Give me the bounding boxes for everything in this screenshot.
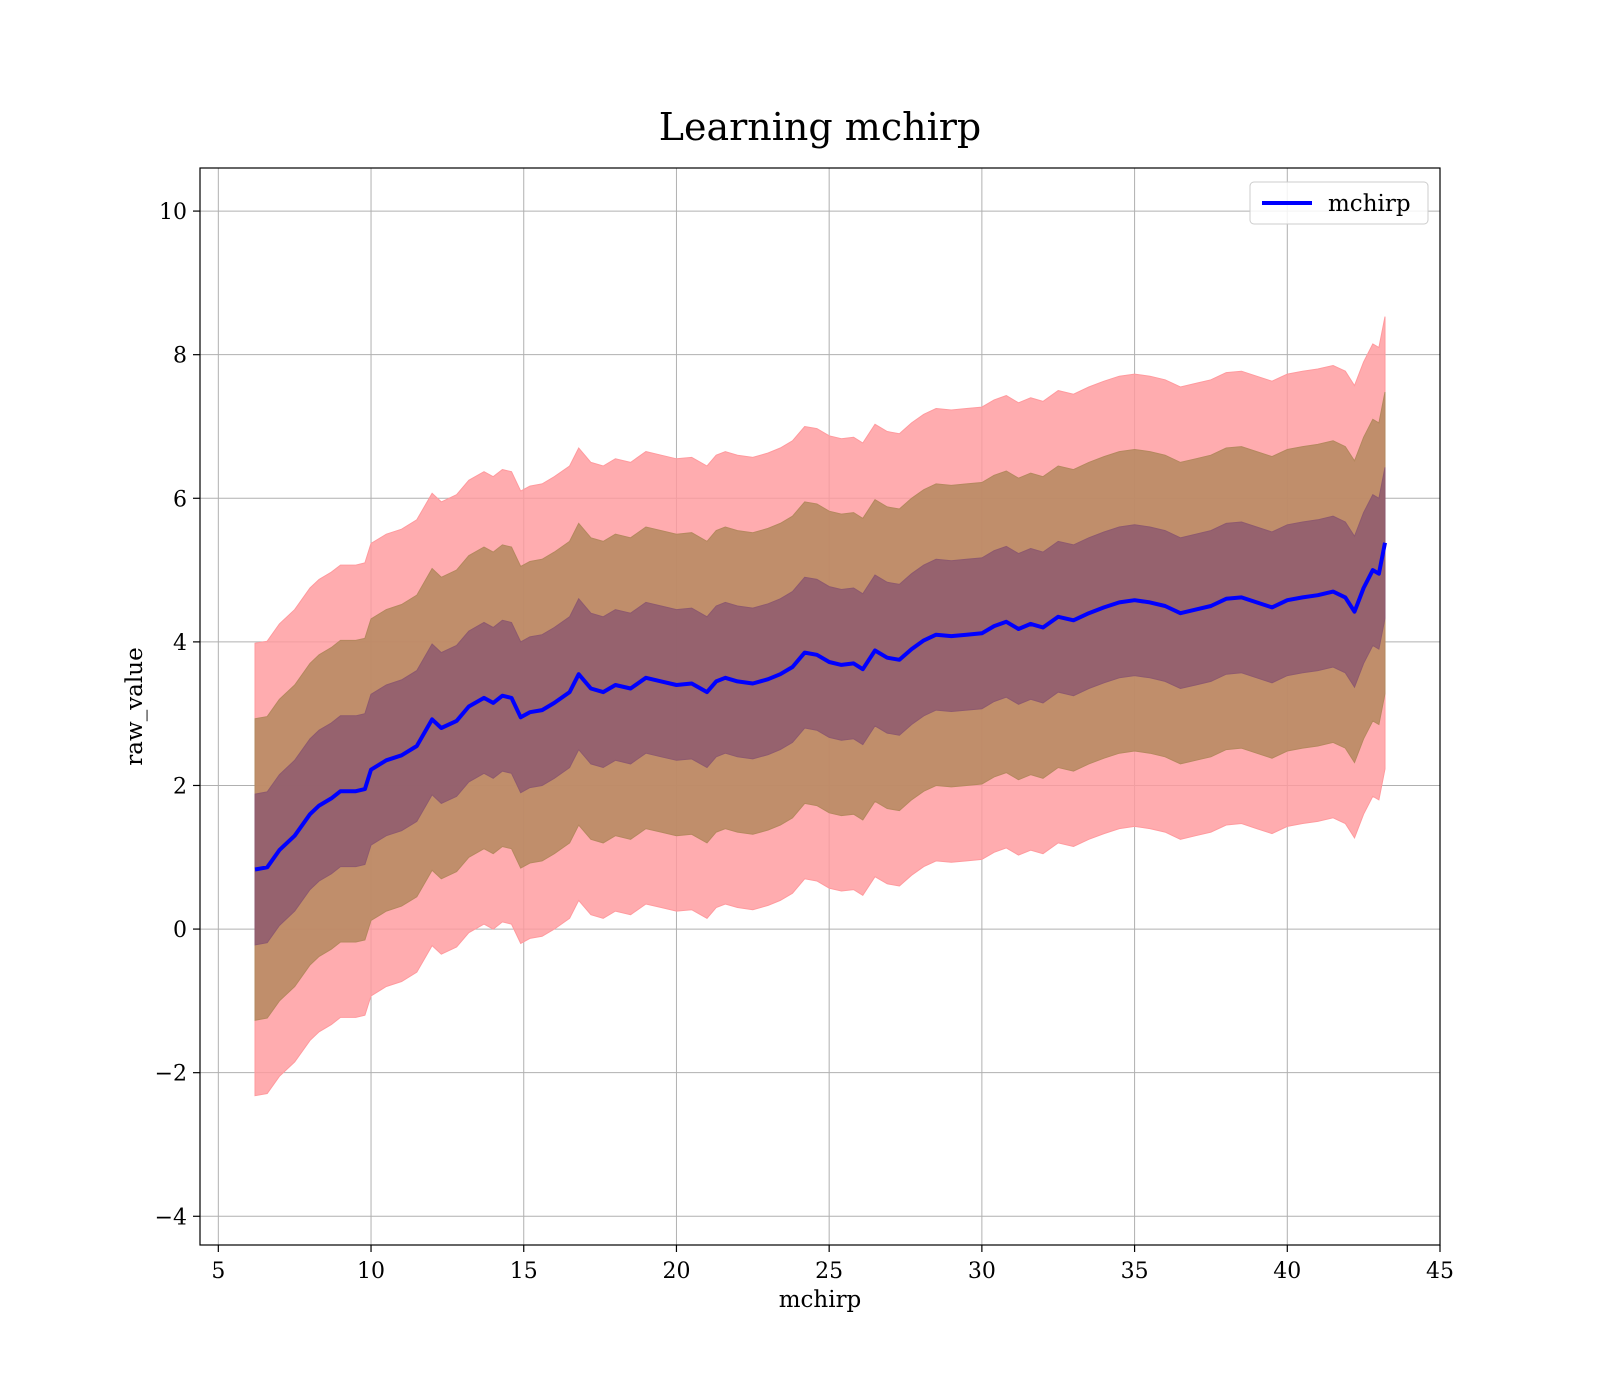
x-tick-label: 15 (510, 1259, 538, 1284)
x-tick-label: 20 (662, 1259, 690, 1284)
y-tick-label: 2 (173, 774, 187, 799)
legend: mchirp (1249, 181, 1429, 225)
band-1-sigma (254, 467, 1386, 946)
y-tick-label: 10 (159, 200, 187, 225)
x-axis-label: mchirp (779, 1287, 862, 1313)
y-tick-label: 8 (173, 344, 187, 369)
x-tick-label: 5 (211, 1259, 225, 1284)
x-tick-label: 40 (1273, 1259, 1301, 1284)
uncertainty-bands (254, 316, 1386, 1097)
y-tick-label: 6 (173, 487, 187, 512)
y-tick-label: 4 (173, 631, 187, 656)
x-tick-label: 10 (357, 1259, 385, 1284)
legend-box (1249, 181, 1429, 225)
series-lines (254, 542, 1387, 872)
y-tick-label: −4 (155, 1205, 187, 1230)
legend-label-mchirp: mchirp (1328, 191, 1411, 217)
x-tick-label: 30 (968, 1259, 996, 1284)
y-axis-ticks: −4 −2 0 2 4 6 8 10 (155, 200, 200, 1230)
chart-title: Learning mchirp (659, 105, 981, 149)
y-axis-label: raw_value (122, 647, 148, 765)
x-axis-ticks: 5 10 15 20 25 30 35 40 45 (211, 1245, 1454, 1284)
x-tick-label: 35 (1121, 1259, 1149, 1284)
x-tick-label: 25 (815, 1259, 843, 1284)
x-tick-label: 45 (1426, 1259, 1454, 1284)
series-line-mchirp (254, 542, 1387, 872)
plot-frame (199, 167, 1441, 1246)
y-tick-label: 0 (173, 918, 187, 943)
y-tick-label: −2 (155, 1062, 187, 1087)
